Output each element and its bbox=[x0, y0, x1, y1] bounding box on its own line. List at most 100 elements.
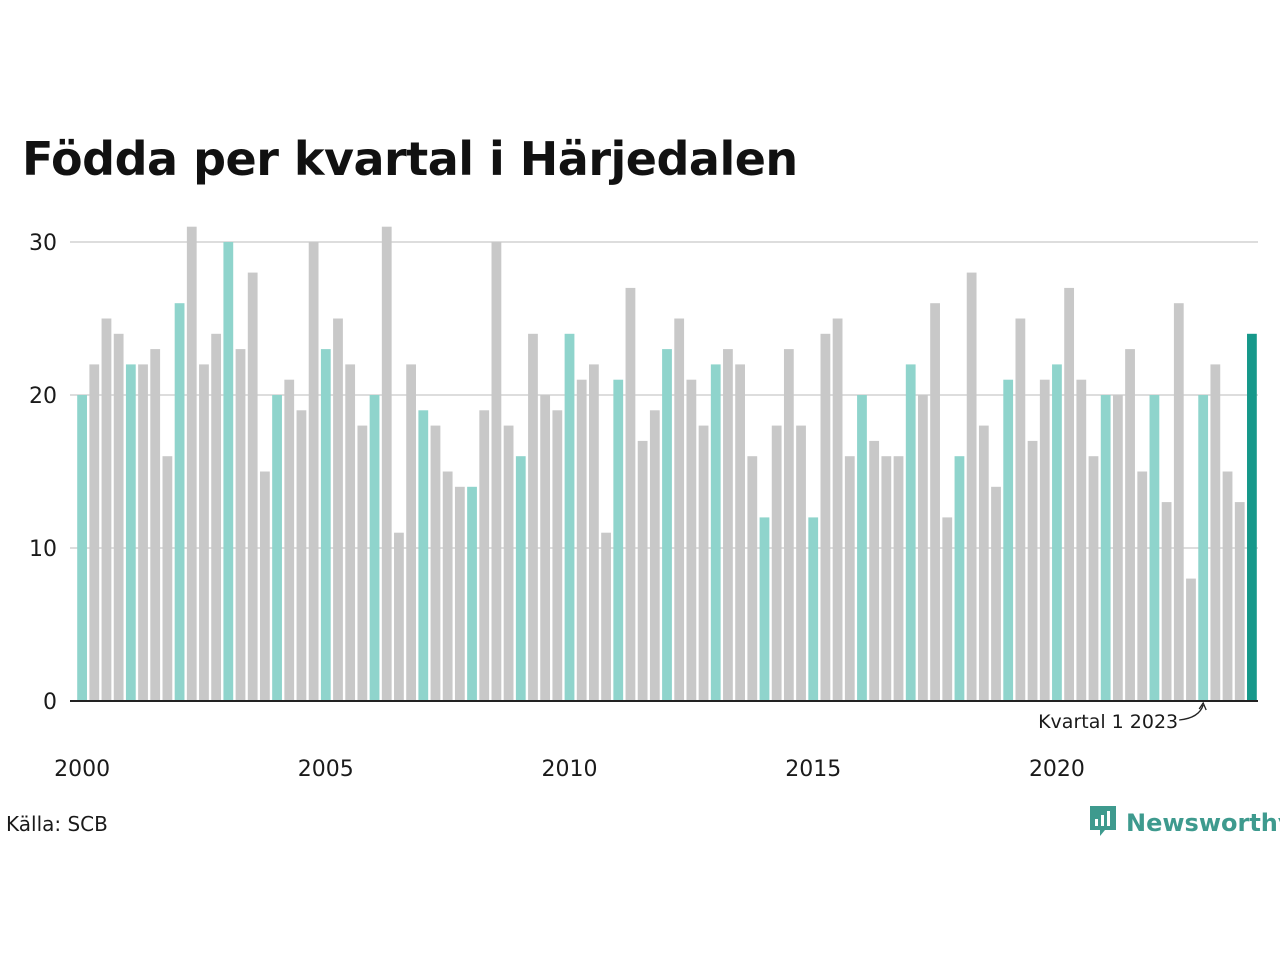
bar-2014-k3 bbox=[783, 349, 794, 701]
bar-2021-k4 bbox=[1137, 471, 1148, 701]
brand-name: Newsworthy bbox=[1126, 809, 1280, 837]
bar-2007-k4 bbox=[454, 486, 465, 701]
bar-2015-k3 bbox=[832, 318, 843, 701]
bar-2002-k2 bbox=[186, 226, 197, 701]
bar-2002-k3 bbox=[199, 364, 209, 701]
bar-2014-k1 bbox=[759, 517, 770, 701]
bar-2020-k2 bbox=[1064, 287, 1075, 701]
bar-2006-k1 bbox=[369, 395, 380, 701]
bar-2006-k4 bbox=[406, 364, 416, 701]
bar-2013-k2 bbox=[723, 349, 733, 701]
bar-2020-k3 bbox=[1076, 379, 1087, 701]
bar-2022-k1 bbox=[1149, 395, 1160, 701]
bar-2023-k2 bbox=[1210, 364, 1221, 701]
bar-2004-k2 bbox=[284, 379, 295, 701]
bar-2022-k3 bbox=[1173, 303, 1184, 701]
bar-2023-k3 bbox=[1222, 471, 1233, 701]
bar-2018-k3 bbox=[978, 425, 989, 701]
bar-2011-k2 bbox=[625, 287, 636, 701]
bar-2024-k1 bbox=[1247, 333, 1257, 701]
bar-2020-k1 bbox=[1052, 364, 1062, 701]
bar-2001-k3 bbox=[150, 349, 161, 701]
bar-2004-k1 bbox=[272, 395, 282, 701]
bar-2014-k4 bbox=[796, 425, 806, 701]
brand-logo: Newsworthy bbox=[1088, 804, 1280, 842]
bar-2018-k2 bbox=[966, 272, 977, 701]
bar-2022-k4 bbox=[1186, 578, 1196, 701]
bar-2013-k4 bbox=[747, 456, 758, 701]
bar-2001-k4 bbox=[162, 456, 173, 701]
bar-2005-k4 bbox=[357, 425, 368, 701]
bar-2010-k4 bbox=[601, 532, 611, 701]
bar-2009-k1 bbox=[515, 456, 526, 701]
bar-2003-k4 bbox=[259, 471, 270, 701]
bar-2003-k2 bbox=[235, 349, 246, 701]
bar-2009-k3 bbox=[540, 395, 551, 701]
bar-2000-k1 bbox=[77, 395, 87, 701]
bar-2010-k1 bbox=[564, 333, 575, 701]
bar-2002-k1 bbox=[174, 303, 185, 701]
bar-2013-k3 bbox=[735, 364, 746, 701]
newsworthy-logo-icon bbox=[1088, 804, 1118, 842]
bar-2001-k2 bbox=[138, 364, 148, 701]
chart-title: Födda per kvartal i Härjedalen bbox=[22, 132, 798, 186]
bar-2018-k1 bbox=[954, 456, 965, 701]
y-tick-label: 30 bbox=[29, 231, 57, 256]
annotation-label: Kvartal 1 2023 bbox=[1038, 711, 1178, 733]
bar-2004-k3 bbox=[296, 410, 307, 701]
bar-2014-k2 bbox=[771, 425, 782, 701]
bar-2019-k3 bbox=[1027, 440, 1038, 701]
annotation-arrow bbox=[1179, 704, 1204, 721]
bar-2012-k2 bbox=[674, 318, 685, 701]
bar-2022-k2 bbox=[1161, 502, 1172, 701]
bar-2021-k1 bbox=[1100, 395, 1111, 701]
bar-2011-k1 bbox=[613, 379, 624, 701]
bar-2008-k2 bbox=[479, 410, 490, 701]
bar-2016-k2 bbox=[869, 440, 880, 701]
bar-2007-k1 bbox=[418, 410, 429, 701]
bar-2001-k1 bbox=[125, 364, 136, 701]
bar-2005-k3 bbox=[345, 364, 356, 701]
bar-2007-k2 bbox=[430, 425, 441, 701]
bar-2012-k4 bbox=[698, 425, 709, 701]
bar-2012-k1 bbox=[662, 349, 672, 701]
bar-2013-k1 bbox=[710, 364, 721, 701]
bar-2023-k4 bbox=[1234, 502, 1245, 701]
bar-2008-k1 bbox=[467, 486, 477, 701]
bar-2016-k1 bbox=[857, 395, 867, 701]
bar-2019-k2 bbox=[1015, 318, 1026, 701]
bar-2017-k3 bbox=[930, 303, 940, 701]
bar-2003-k1 bbox=[223, 242, 234, 701]
bar-2016-k4 bbox=[893, 456, 904, 701]
bar-2000-k2 bbox=[89, 364, 100, 701]
bar-2015-k1 bbox=[808, 517, 819, 701]
x-tick-label: 2010 bbox=[542, 757, 598, 782]
bar-2006-k2 bbox=[381, 226, 392, 701]
bar-2020-k4 bbox=[1088, 456, 1099, 701]
bar-2011-k3 bbox=[637, 440, 648, 701]
x-axis-labels: 2000 2005 2010 2015 2020 bbox=[54, 757, 1085, 782]
bar-2009-k4 bbox=[552, 410, 563, 701]
y-tick-label: 10 bbox=[29, 537, 57, 562]
bar-2019-k4 bbox=[1039, 379, 1050, 701]
bar-2021-k3 bbox=[1125, 349, 1135, 701]
bar-2008-k4 bbox=[503, 425, 514, 701]
x-tick-label: 2015 bbox=[785, 757, 841, 782]
bar-2010-k3 bbox=[588, 364, 599, 701]
bar-2011-k4 bbox=[649, 410, 660, 701]
bar-2003-k3 bbox=[247, 272, 258, 701]
bar-2007-k3 bbox=[442, 471, 453, 701]
bar-2009-k2 bbox=[528, 333, 538, 701]
bar-2002-k4 bbox=[211, 333, 222, 701]
source-label: Källa: SCB bbox=[6, 812, 108, 836]
bar-2005-k1 bbox=[320, 349, 331, 701]
bar-2010-k2 bbox=[576, 379, 587, 701]
bar-2021-k2 bbox=[1112, 395, 1123, 701]
bar-2008-k3 bbox=[491, 242, 502, 701]
annotation: Kvartal 1 2023 bbox=[1038, 701, 1207, 733]
bar-2015-k4 bbox=[844, 456, 855, 701]
bar-2019-k1 bbox=[1003, 379, 1014, 701]
bar-2017-k2 bbox=[918, 395, 928, 701]
bar-2012-k3 bbox=[686, 379, 697, 701]
